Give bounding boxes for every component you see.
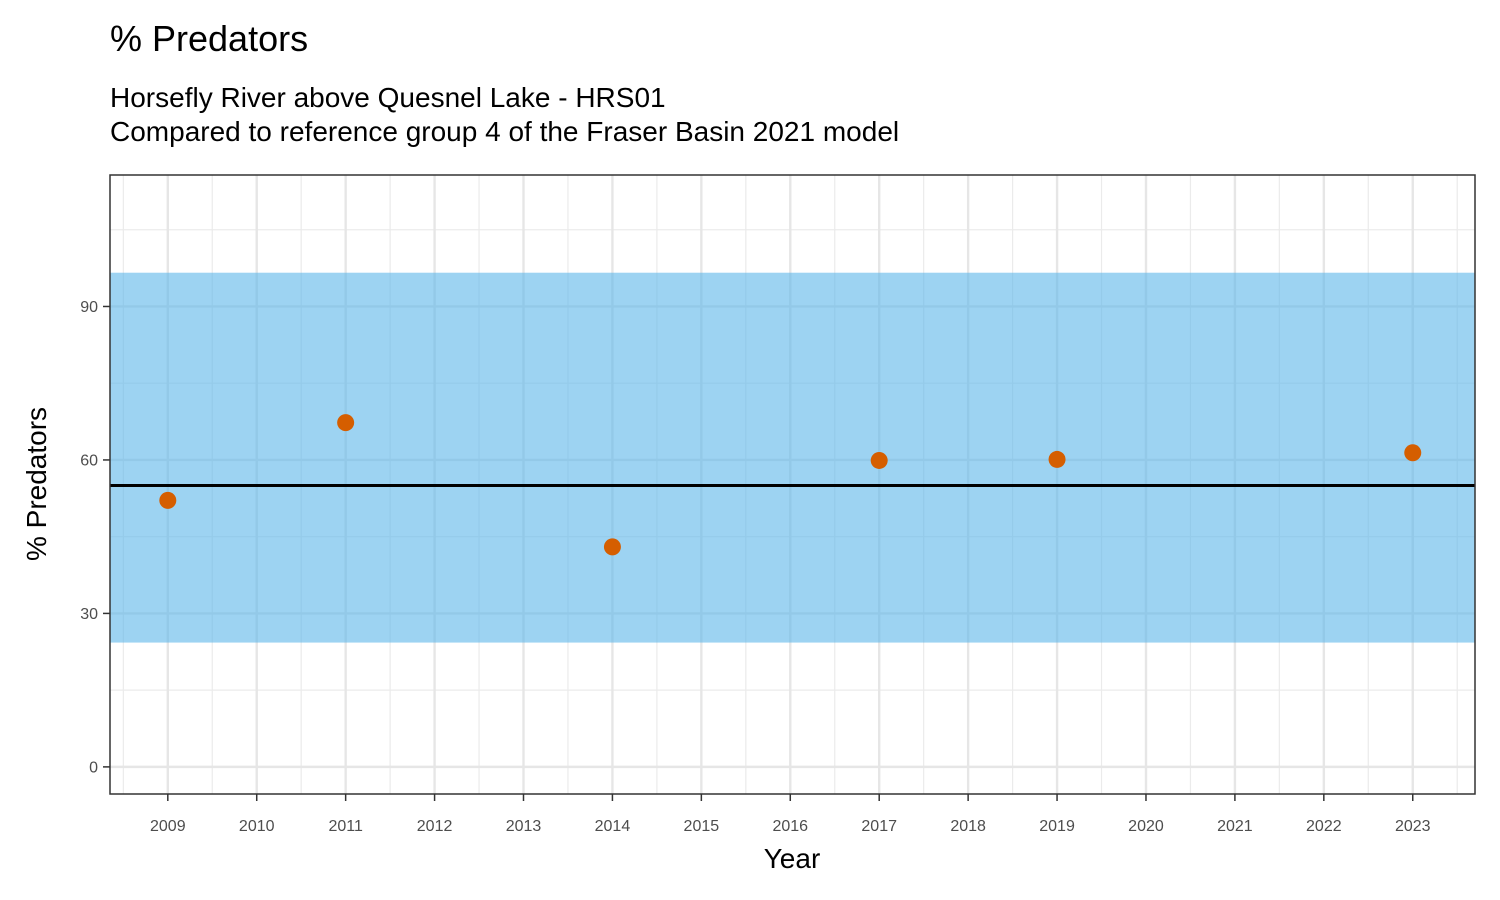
- chart-title: % Predators: [110, 18, 309, 59]
- chart-subtitle-line-2: Compared to reference group 4 of the Fra…: [110, 116, 900, 147]
- y-tick-label: 60: [80, 452, 98, 469]
- data-point: [603, 538, 621, 556]
- data-point: [1404, 444, 1422, 462]
- panel-border: [109, 174, 1476, 795]
- data-point: [337, 414, 355, 432]
- x-tick-label: 2017: [861, 818, 897, 835]
- y-tick-label: 90: [80, 299, 98, 316]
- x-axis-title: Year: [764, 843, 821, 874]
- x-tick-label: 2023: [1395, 818, 1431, 835]
- y-axis: 0 30 60 90: [80, 299, 110, 776]
- data-points: [159, 414, 1422, 556]
- x-tick-label: 2015: [684, 818, 720, 835]
- data-point: [870, 451, 888, 469]
- x-tick-label: 2020: [1128, 818, 1164, 835]
- x-tick-label: 2013: [506, 818, 542, 835]
- reference-range-band: [110, 272, 1475, 643]
- y-axis-title: % Predators: [21, 407, 52, 561]
- y-tick-label: 30: [80, 606, 98, 623]
- x-tick-label: 2016: [772, 818, 808, 835]
- y-tick-label: 0: [89, 759, 98, 776]
- x-tick-label: 2009: [150, 818, 186, 835]
- x-tick-label: 2022: [1306, 818, 1342, 835]
- data-point: [159, 491, 177, 509]
- x-tick-label: 2021: [1217, 818, 1253, 835]
- x-tick-label: 2018: [950, 818, 986, 835]
- x-tick-label: 2012: [417, 818, 453, 835]
- x-axis: 2009 2010 2011 2012 2013 2014 2015 2016 2017 2018…: [150, 794, 1431, 835]
- x-tick-label: 2014: [595, 818, 631, 835]
- x-tick-label: 2019: [1039, 818, 1075, 835]
- chart-subtitle-line-1: Horsefly River above Quesnel Lake - HRS0…: [110, 82, 666, 113]
- x-tick-label: 2010: [239, 818, 275, 835]
- x-tick-label: 2011: [328, 818, 363, 835]
- data-point: [1048, 450, 1066, 468]
